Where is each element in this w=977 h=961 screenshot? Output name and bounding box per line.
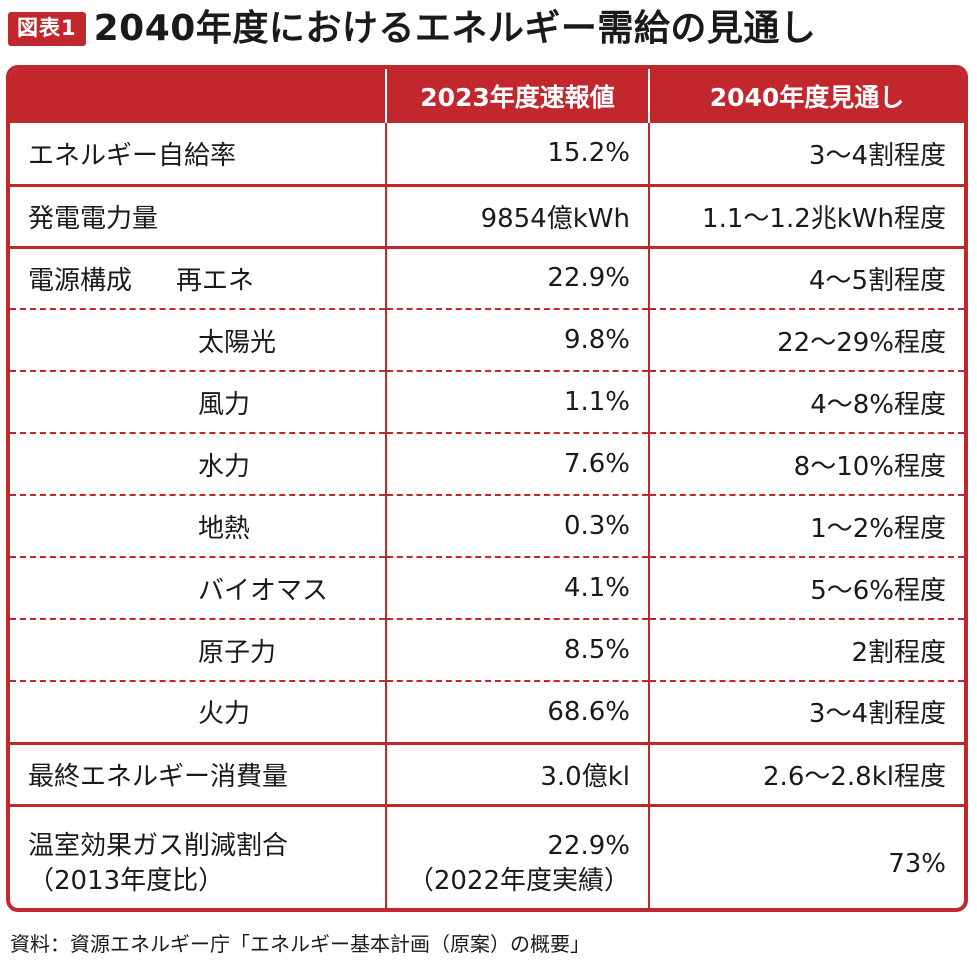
value-2040: 22〜29%程度 [648,309,964,372]
column-header-item [10,69,386,123]
figure-header: 図表1 2040年度におけるエネルギー需給の見通し [8,6,816,52]
value-2023: 0.3% [385,495,649,558]
table-row: バイオマス 4.1% 5〜6%程度 [10,557,964,620]
table-row: 発電電力量 9854億kWh 1.1〜1.2兆kWh程度 [10,185,964,249]
value-2023: 7.6% [385,433,649,496]
value-2040: 8〜10%程度 [648,433,964,496]
row-label-cell: 電源構成 再エネ [10,247,386,310]
value-2023-cell: 22.9% （2022年度実績） [385,805,649,908]
table-row: 地熱 0.3% 1〜2%程度 [10,495,964,558]
value-2040: 1.1〜1.2兆kWh程度 [648,185,964,249]
value-2040: 73% [648,805,964,908]
energy-table: 2023年度速報値 2040年度見通し エネルギー自給率 15.2% 3〜4割程… [10,69,964,908]
value-2023: 9854億kWh [385,185,649,249]
table-header-row: 2023年度速報値 2040年度見通し [10,69,964,123]
table-row: 電源構成 再エネ 22.9% 4〜5割程度 [10,247,964,310]
value-2040: 2.6〜2.8kl程度 [648,743,964,807]
table-row: 水力 7.6% 8〜10%程度 [10,433,964,496]
value-2023: 22.9% [385,247,649,310]
value-2023: 3.0億kl [385,743,649,807]
energy-table-container: 2023年度速報値 2040年度見通し エネルギー自給率 15.2% 3〜4割程… [6,65,968,912]
value-2040: 1〜2%程度 [648,495,964,558]
row-label: 地熱 [10,495,386,558]
table-row: 火力 68.6% 3〜4割程度 [10,681,964,745]
table-row: エネルギー自給率 15.2% 3〜4割程度 [10,123,964,187]
table-row: 原子力 8.5% 2割程度 [10,619,964,682]
row-label: 太陽光 [10,309,386,372]
row-label-note: （2013年度比） [28,866,225,897]
row-label: 原子力 [10,619,386,682]
value-2023: 15.2% [385,123,649,187]
column-header-2040: 2040年度見通し [648,69,964,123]
value-2023-note: （2022年度実績） [407,866,630,897]
value-2040: 2割程度 [648,619,964,682]
row-label: 風力 [10,371,386,434]
row-label: エネルギー自給率 [10,123,386,187]
row-label: 水力 [10,433,386,496]
row-label: 発電電力量 [10,185,386,249]
page-title: 2040年度におけるエネルギー需給の見通し [93,8,817,49]
value-2023: 4.1% [385,557,649,620]
value-2023: 68.6% [385,681,649,745]
value-2023: 1.1% [385,371,649,434]
value-2023: 9.8% [385,309,649,372]
row-label: 火力 [10,681,386,745]
value-2040: 4〜8%程度 [648,371,964,434]
source-footnote: 資料：資源エネルギー庁「エネルギー基本計画（原案）の概要」 [10,932,590,956]
row-label: 最終エネルギー消費量 [10,743,386,807]
row-label: 温室効果ガス削減割合 [28,831,289,862]
column-header-2023: 2023年度速報値 [385,69,649,123]
value-2023: 8.5% [385,619,649,682]
group-label: 電源構成 [28,265,133,296]
value-2023: 22.9% [547,831,630,862]
row-label-cell: 温室効果ガス削減割合 （2013年度比） [10,805,386,908]
figure-tag: 図表1 [8,12,86,46]
value-2040: 3〜4割程度 [648,681,964,745]
table-row: 温室効果ガス削減割合 （2013年度比） 22.9% （2022年度実績） 73% [10,805,964,908]
row-label: 再エネ [176,265,255,296]
row-label: バイオマス [10,557,386,620]
table-row: 風力 1.1% 4〜8%程度 [10,371,964,434]
table-row: 最終エネルギー消費量 3.0億kl 2.6〜2.8kl程度 [10,743,964,807]
value-2040: 5〜6%程度 [648,557,964,620]
value-2040: 3〜4割程度 [648,123,964,187]
table-row: 太陽光 9.8% 22〜29%程度 [10,309,964,372]
value-2040: 4〜5割程度 [648,247,964,310]
